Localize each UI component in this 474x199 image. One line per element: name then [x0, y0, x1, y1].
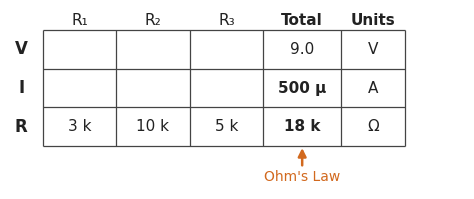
Text: I: I: [18, 79, 24, 97]
Text: V: V: [15, 40, 28, 58]
Text: Total: Total: [281, 13, 323, 28]
Text: 500 μ: 500 μ: [278, 81, 326, 96]
Text: R: R: [15, 118, 27, 136]
Text: 3 k: 3 k: [68, 119, 91, 134]
Text: A: A: [368, 81, 378, 96]
Text: 9.0: 9.0: [290, 42, 314, 57]
Text: 18 k: 18 k: [284, 119, 320, 134]
Text: V: V: [368, 42, 378, 57]
Text: R₂: R₂: [145, 13, 161, 28]
Text: Units: Units: [351, 13, 396, 28]
Text: Ohm's Law: Ohm's Law: [264, 170, 340, 184]
Text: R₃: R₃: [218, 13, 235, 28]
Text: Ω: Ω: [367, 119, 379, 134]
Text: R₁: R₁: [71, 13, 88, 28]
Text: 10 k: 10 k: [137, 119, 169, 134]
Text: 5 k: 5 k: [215, 119, 238, 134]
